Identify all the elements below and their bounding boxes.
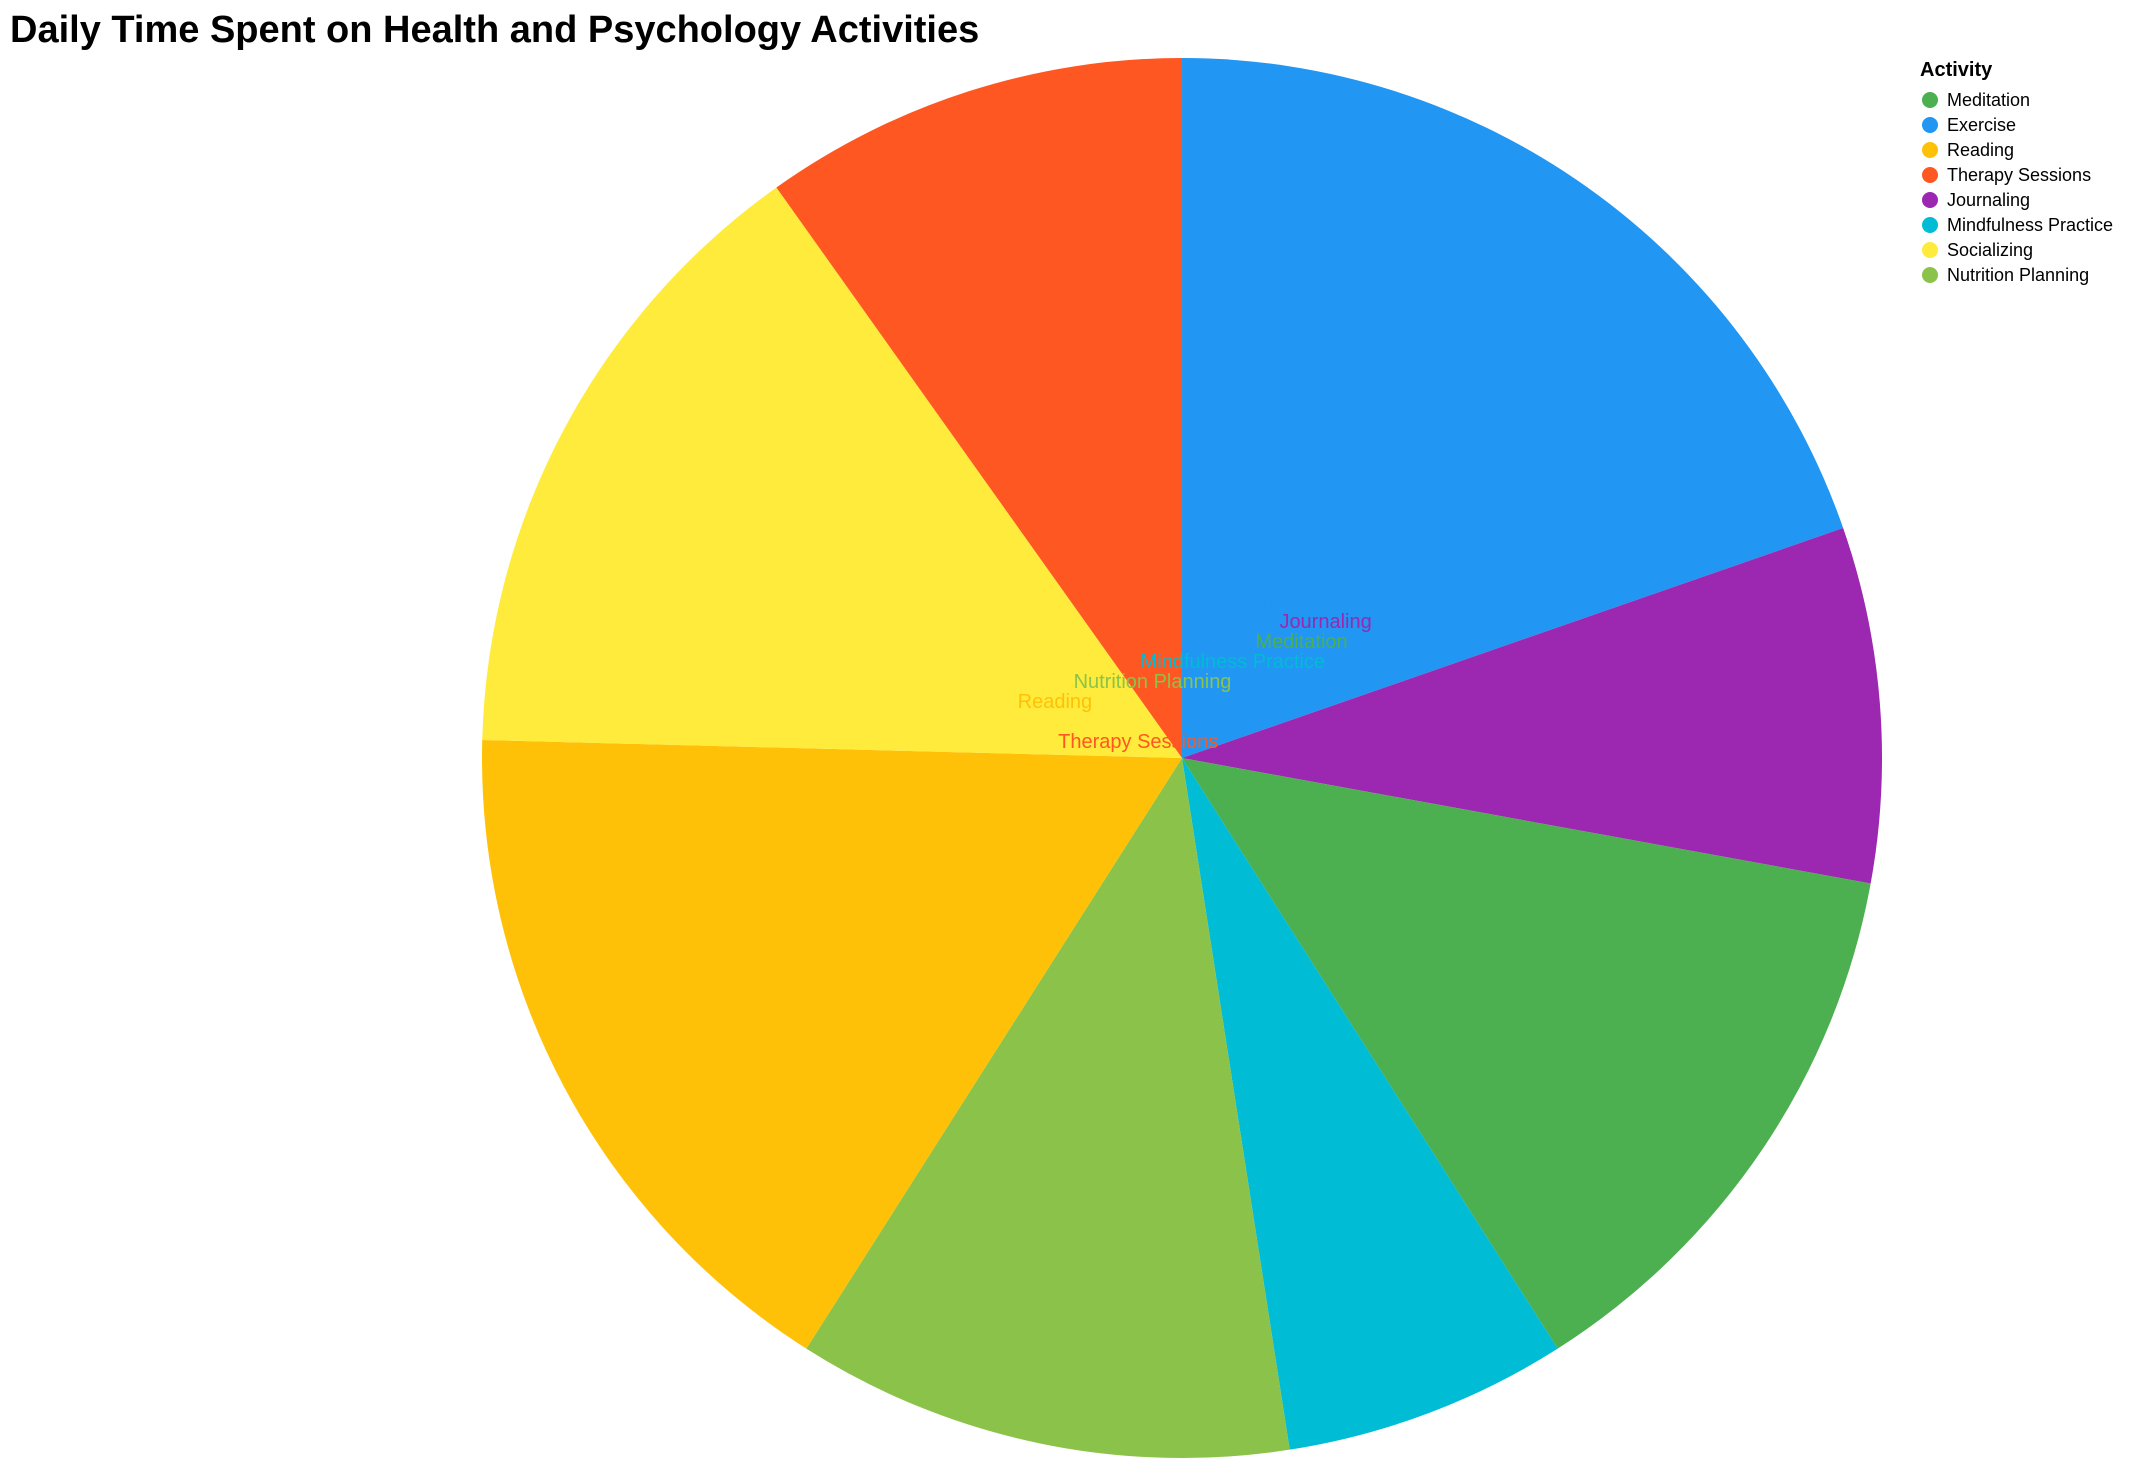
legend-label-exercise: Exercise: [1947, 115, 2016, 135]
slice-label-reading: Reading: [1018, 691, 1093, 713]
chart-title: Daily Time Spent on Health and Psycholog…: [10, 9, 979, 51]
pie-slice-therapy-sessions: [776, 58, 1182, 758]
slice-label-exercise: Exercise: [1227, 591, 1304, 613]
legend-label-journaling: Journaling: [1947, 190, 2030, 210]
slice-label-meditation: Meditation: [1255, 631, 1347, 653]
pie-slice-meditation: [1182, 758, 1871, 1349]
legend-label-nutrition-planning: Nutrition Planning: [1947, 265, 2089, 285]
legend-swatch-mindfulness-practice: [1922, 217, 1938, 233]
legend-label-socializing: Socializing: [1947, 240, 2033, 260]
pie-slice-socializing: [482, 187, 1183, 759]
pie-slice-journaling: [1182, 528, 1883, 884]
legend-label-therapy-sessions: Therapy Sessions: [1947, 165, 2091, 185]
legend-label-meditation: Meditation: [1947, 90, 2030, 110]
pie-slice-nutrition-planning: [806, 758, 1290, 1458]
legend-swatch-meditation: [1922, 92, 1938, 108]
pie-slice-mindfulness-practice: [1182, 758, 1558, 1450]
legend-swatch-journaling: [1922, 192, 1938, 208]
pie-slices: [481, 58, 1883, 1458]
slice-labels: ExerciseJournalingMeditationMindfulness …: [1007, 591, 1372, 753]
legend-item-socializing: Socializing: [1922, 240, 2033, 260]
legend-swatch-therapy-sessions: [1922, 167, 1938, 183]
slice-label-nutrition-planning: Nutrition Planning: [1074, 671, 1232, 693]
legend-item-therapy-sessions: Therapy Sessions: [1922, 165, 2091, 185]
slice-label-journaling: Journaling: [1279, 611, 1371, 633]
pie-slice-reading: [481, 739, 1182, 1349]
legend-title: Activity: [1920, 59, 1993, 81]
legend-swatch-nutrition-planning: [1922, 267, 1938, 283]
legend-swatch-reading: [1922, 142, 1938, 158]
legend-swatch-socializing: [1922, 242, 1938, 258]
legend-item-mindfulness-practice: Mindfulness Practice: [1922, 215, 2113, 235]
legend-label-reading: Reading: [1947, 140, 2014, 160]
slice-label-mindfulness-practice: Mindfulness Practice: [1141, 651, 1326, 673]
legend-item-nutrition-planning: Nutrition Planning: [1922, 265, 2089, 285]
legend: Activity Meditation Exercise Reading Therap…: [1920, 59, 2113, 285]
legend-items: Meditation Exercise Reading Therapy Session…: [1922, 90, 2113, 285]
slice-label-socializing: Socializing: [1007, 711, 1103, 733]
legend-label-mindfulness-practice: Mindfulness Practice: [1947, 215, 2113, 235]
legend-item-journaling: Journaling: [1922, 190, 2030, 210]
legend-item-meditation: Meditation: [1922, 90, 2030, 110]
legend-item-reading: Reading: [1922, 140, 2014, 160]
legend-item-exercise: Exercise: [1922, 115, 2016, 135]
legend-swatch-exercise: [1922, 117, 1938, 133]
pie-slice-exercise: [1182, 58, 1844, 758]
slice-label-therapy-sessions: Therapy Sessions: [1058, 731, 1218, 753]
